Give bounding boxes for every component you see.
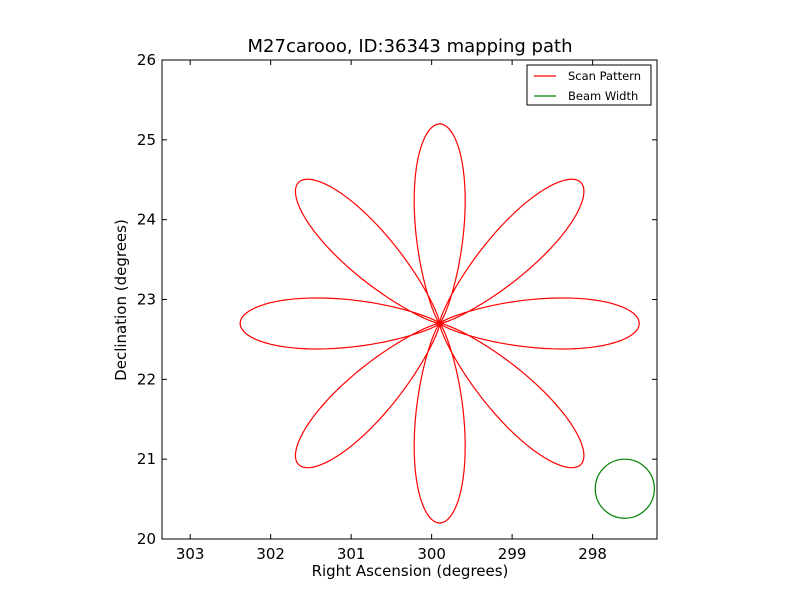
x-tick-label: 302 — [256, 545, 285, 563]
x-tick-label: 300 — [417, 545, 446, 563]
y-tick-label: 20 — [137, 530, 156, 548]
x-axis-label: Right Ascension (degrees) — [312, 562, 509, 580]
series-layer — [239, 123, 655, 524]
legend-label-beam-width: Beam Width — [568, 89, 638, 103]
legend-box — [526, 64, 652, 106]
y-tick-label: 24 — [137, 211, 156, 229]
y-tick-label: 23 — [137, 291, 156, 309]
legend: Scan Pattern Beam Width — [526, 64, 652, 106]
scan-pattern-line — [239, 123, 640, 524]
y-axis-ticks: 20 21 22 23 24 25 26 — [137, 51, 657, 548]
x-axis-ticks: 303 302 301 300 299 298 — [176, 60, 607, 563]
x-tick-label: 301 — [337, 545, 366, 563]
x-tick-label: 299 — [498, 545, 527, 563]
y-tick-label: 25 — [137, 131, 156, 149]
beam-width-circle — [594, 458, 655, 519]
y-tick-label: 26 — [137, 51, 156, 69]
y-tick-label: 21 — [137, 450, 156, 468]
x-tick-label: 298 — [578, 545, 607, 563]
chart-title: M27carooo, ID:36343 mapping path — [248, 36, 573, 57]
plot-area: 303 302 301 300 299 298 20 21 22 23 24 25 26 — [137, 51, 658, 563]
x-tick-label: 303 — [176, 545, 205, 563]
legend-label-scan-pattern: Scan Pattern — [568, 69, 641, 83]
y-tick-label: 22 — [137, 370, 156, 388]
y-axis-label: Declination (degrees) — [112, 219, 130, 381]
